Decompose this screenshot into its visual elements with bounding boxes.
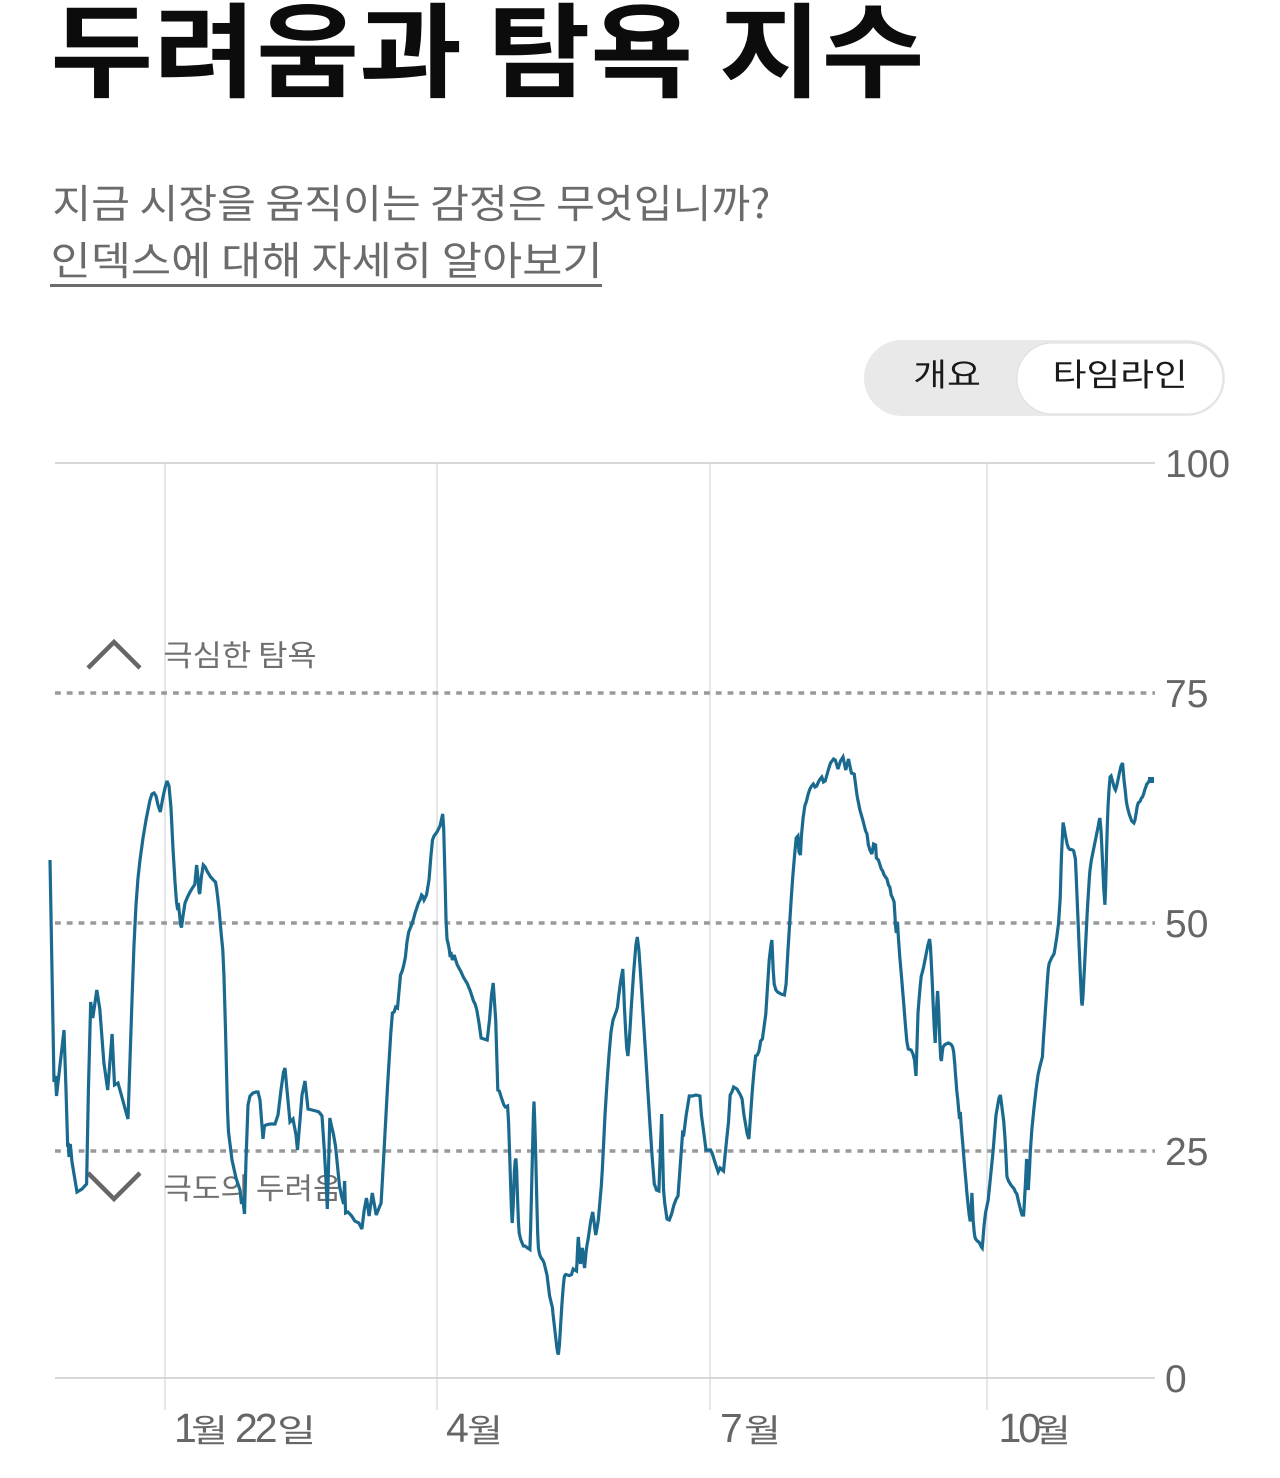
- svg-text:22: 22: [235, 1405, 276, 1451]
- svg-text:7: 7: [720, 1405, 741, 1451]
- svg-text:1: 1: [174, 1405, 195, 1451]
- svg-text:25: 25: [1165, 1131, 1208, 1174]
- svg-text:10: 10: [999, 1405, 1041, 1451]
- svg-text:50: 50: [1165, 903, 1208, 946]
- svg-text:4: 4: [446, 1405, 468, 1451]
- svg-text:100: 100: [1165, 443, 1230, 486]
- svg-text:75: 75: [1165, 673, 1208, 716]
- svg-text:0: 0: [1165, 1358, 1187, 1401]
